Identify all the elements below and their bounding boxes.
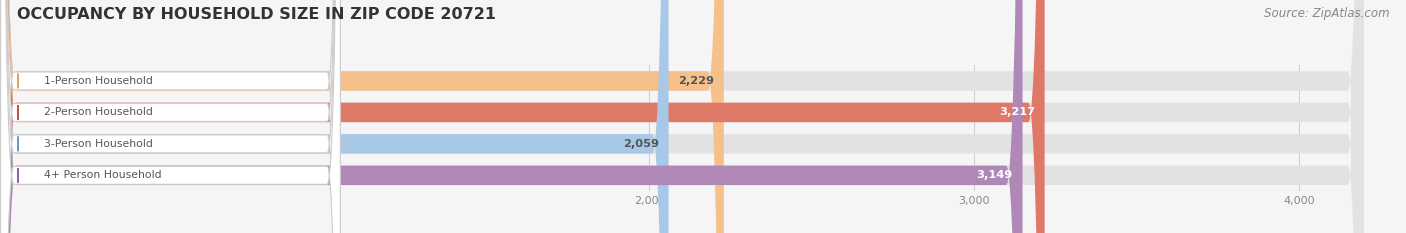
Text: OCCUPANCY BY HOUSEHOLD SIZE IN ZIP CODE 20721: OCCUPANCY BY HOUSEHOLD SIZE IN ZIP CODE … <box>17 7 496 22</box>
FancyBboxPatch shape <box>0 0 1364 233</box>
Text: Source: ZipAtlas.com: Source: ZipAtlas.com <box>1264 7 1389 20</box>
Text: 2,229: 2,229 <box>678 76 714 86</box>
FancyBboxPatch shape <box>0 0 724 233</box>
Text: 1-Person Household: 1-Person Household <box>44 76 153 86</box>
FancyBboxPatch shape <box>0 0 340 233</box>
FancyBboxPatch shape <box>0 0 1364 233</box>
Text: 3-Person Household: 3-Person Household <box>44 139 153 149</box>
FancyBboxPatch shape <box>0 0 669 233</box>
Text: 2,059: 2,059 <box>623 139 659 149</box>
Text: 3,149: 3,149 <box>977 170 1012 180</box>
FancyBboxPatch shape <box>0 0 340 233</box>
Text: 2-Person Household: 2-Person Household <box>44 107 153 117</box>
Text: 4+ Person Household: 4+ Person Household <box>44 170 162 180</box>
FancyBboxPatch shape <box>0 0 1022 233</box>
FancyBboxPatch shape <box>0 0 1364 233</box>
FancyBboxPatch shape <box>0 0 340 233</box>
FancyBboxPatch shape <box>0 0 1045 233</box>
FancyBboxPatch shape <box>0 0 340 233</box>
FancyBboxPatch shape <box>0 0 1364 233</box>
Text: 3,217: 3,217 <box>998 107 1035 117</box>
